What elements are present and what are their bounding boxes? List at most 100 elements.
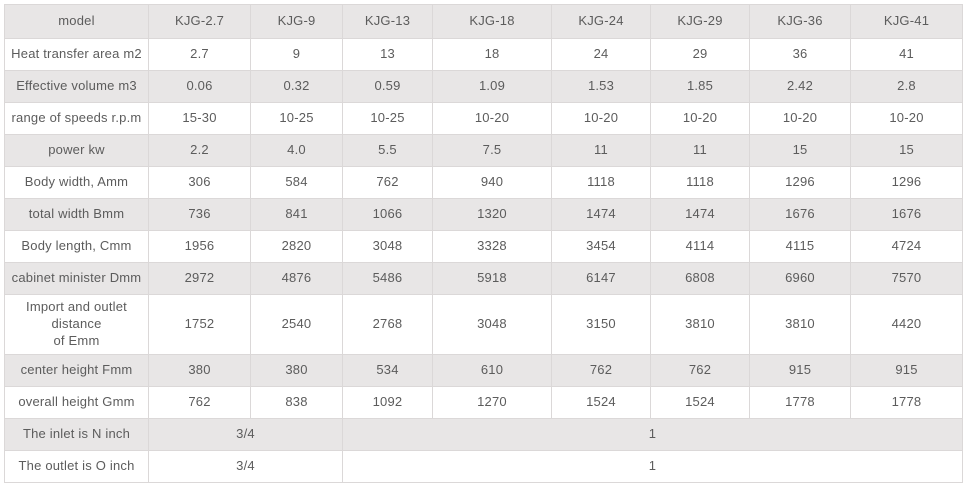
table-cell: 2.8 <box>850 70 963 103</box>
table-cell: 1118 <box>650 166 750 199</box>
column-header: KJG-36 <box>749 4 851 39</box>
table-row: power kw 2.2 4.0 5.5 7.5 11 11 15 15 <box>4 134 963 167</box>
table-cell: 0.06 <box>148 70 251 103</box>
table-cell: 610 <box>432 354 552 387</box>
table-cell: 1752 <box>148 294 251 355</box>
table-cell: 11 <box>650 134 750 167</box>
table-row: cabinet minister Dmm 2972 4876 5486 5918 6147… <box>4 262 963 295</box>
table-cell: 4420 <box>850 294 963 355</box>
table-cell: 2820 <box>250 230 343 263</box>
table-cell: 10-20 <box>432 102 552 135</box>
table-cell: 7.5 <box>432 134 552 167</box>
table-cell: 0.32 <box>250 70 343 103</box>
table-body: Heat transfer area m2 2.7 9 13 18 24 29 36 41 Eff… <box>4 38 963 483</box>
table-cell: 10-25 <box>342 102 433 135</box>
table-cell: 1.85 <box>650 70 750 103</box>
row-label: cabinet minister Dmm <box>4 262 149 295</box>
table-cell: 306 <box>148 166 251 199</box>
table-row: overall height Gmm 762 838 1092 1270 1524 1524… <box>4 386 963 419</box>
table-cell: 1296 <box>850 166 963 199</box>
table-cell: 2540 <box>250 294 343 355</box>
table-cell: 915 <box>749 354 851 387</box>
column-header: KJG-2.7 <box>148 4 251 39</box>
header-row: model KJG-2.7 KJG-9 KJG-13 KJG-18 KJG-24 KJG-… <box>4 4 963 39</box>
table-cell: 841 <box>250 198 343 231</box>
table-cell: 762 <box>650 354 750 387</box>
table-cell: 3150 <box>551 294 651 355</box>
table-cell: 1474 <box>551 198 651 231</box>
table-cell: 1 <box>342 418 963 451</box>
table-cell: 3048 <box>342 230 433 263</box>
table-row: The outlet is O inch 3/4 1 <box>4 450 963 483</box>
table-cell: 1 <box>342 450 963 483</box>
table-cell: 3/4 <box>148 450 343 483</box>
table-cell: 4876 <box>250 262 343 295</box>
table-cell: 29 <box>650 38 750 71</box>
table-cell: 2.2 <box>148 134 251 167</box>
table-cell: 1474 <box>650 198 750 231</box>
table-cell: 5486 <box>342 262 433 295</box>
table-cell: 41 <box>850 38 963 71</box>
table-cell: 7570 <box>850 262 963 295</box>
table-cell: 3328 <box>432 230 552 263</box>
table-cell: 36 <box>749 38 851 71</box>
table-cell: 1066 <box>342 198 433 231</box>
column-header: KJG-13 <box>342 4 433 39</box>
table-cell: 1.09 <box>432 70 552 103</box>
row-label: Import and outlet distance of Emm <box>4 294 149 355</box>
table-cell: 6808 <box>650 262 750 295</box>
column-header: KJG-24 <box>551 4 651 39</box>
table-cell: 2768 <box>342 294 433 355</box>
row-label: Effective volume m3 <box>4 70 149 103</box>
row-label: Body length, Cmm <box>4 230 149 263</box>
table-cell: 10-20 <box>650 102 750 135</box>
table-row: Effective volume m3 0.06 0.32 0.59 1.09 1.53 1… <box>4 70 963 103</box>
table-cell: 584 <box>250 166 343 199</box>
table-cell: 838 <box>250 386 343 419</box>
table-cell: 4.0 <box>250 134 343 167</box>
table-cell: 10-20 <box>850 102 963 135</box>
table-cell: 1320 <box>432 198 552 231</box>
table-cell: 762 <box>148 386 251 419</box>
table-cell: 5.5 <box>342 134 433 167</box>
table-cell: 3810 <box>650 294 750 355</box>
table-cell: 6960 <box>749 262 851 295</box>
table-cell: 1118 <box>551 166 651 199</box>
table-row: total width Bmm 736 841 1066 1320 1474 1474 167… <box>4 198 963 231</box>
table-cell: 736 <box>148 198 251 231</box>
table-row: The inlet is N inch 3/4 1 <box>4 418 963 451</box>
table-cell: 534 <box>342 354 433 387</box>
column-header: KJG-41 <box>850 4 963 39</box>
table-cell: 2.7 <box>148 38 251 71</box>
table-cell: 3810 <box>749 294 851 355</box>
row-label: Heat transfer area m2 <box>4 38 149 71</box>
table-cell: 3048 <box>432 294 552 355</box>
table-cell: 4115 <box>749 230 851 263</box>
table-cell: 1676 <box>749 198 851 231</box>
row-label: The inlet is N inch <box>4 418 149 451</box>
table-cell: 15 <box>749 134 851 167</box>
row-label: range of speeds r.p.m <box>4 102 149 135</box>
table-cell: 1092 <box>342 386 433 419</box>
table-cell: 380 <box>148 354 251 387</box>
table-cell: 13 <box>342 38 433 71</box>
table-row: Import and outlet distance of Emm 1752 2540… <box>4 294 963 355</box>
table-cell: 1296 <box>749 166 851 199</box>
table-cell: 5918 <box>432 262 552 295</box>
table-cell: 1778 <box>850 386 963 419</box>
table-cell: 1676 <box>850 198 963 231</box>
table-cell: 11 <box>551 134 651 167</box>
table-cell: 915 <box>850 354 963 387</box>
table-row: range of speeds r.p.m 15-30 10-25 10-25 10-2… <box>4 102 963 135</box>
column-header: KJG-18 <box>432 4 552 39</box>
table-cell: 24 <box>551 38 651 71</box>
table-cell: 3454 <box>551 230 651 263</box>
table-cell: 15 <box>850 134 963 167</box>
spec-table: model KJG-2.7 KJG-9 KJG-13 KJG-18 KJG-24 KJG-… <box>4 4 963 483</box>
table-cell: 3/4 <box>148 418 343 451</box>
table-cell: 380 <box>250 354 343 387</box>
table-cell: 762 <box>342 166 433 199</box>
table-row: Heat transfer area m2 2.7 9 13 18 24 29 36 41 <box>4 38 963 71</box>
table-cell: 4114 <box>650 230 750 263</box>
